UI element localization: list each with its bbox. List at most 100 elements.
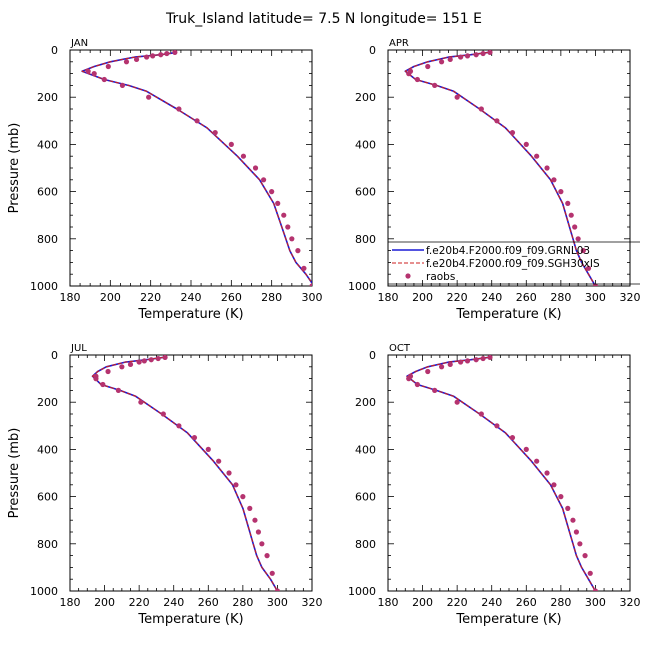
raobs-point (127, 361, 134, 368)
raobs-point (587, 570, 593, 576)
legend-swatch-dot (405, 273, 411, 279)
raobs-point (494, 118, 500, 124)
x-tick-label: 220 (129, 596, 150, 609)
raobs-point (146, 94, 152, 100)
raobs-point (252, 517, 258, 523)
raobs-point (573, 529, 580, 535)
y-tick-label: 600 (355, 491, 376, 504)
raobs-point (577, 541, 583, 547)
raobs-point (275, 200, 281, 206)
raobs-point (534, 153, 540, 159)
x-tick-label: 240 (481, 596, 502, 609)
raobs-point (164, 50, 170, 57)
raobs-point (91, 71, 97, 77)
x-axis-label: Temperature (K) (137, 307, 243, 322)
raobs-point (133, 56, 140, 63)
raobs-point (534, 458, 540, 464)
x-tick-label: 280 (261, 291, 282, 304)
series-line-sgh30xis (91, 356, 278, 591)
panel-jul: JUL 180 200 220 240 260 280 300 320 0 200 400 600 800… (7, 343, 323, 627)
x-tick-label: 260 (516, 596, 537, 609)
raobs-point (176, 106, 182, 112)
x-tick-label: 220 (140, 291, 161, 304)
raobs-point (447, 361, 453, 368)
panel-label: OCT (389, 343, 411, 354)
raobs-point (558, 189, 564, 195)
x-tick-label: 180 (378, 596, 399, 609)
raobs-points (406, 50, 599, 286)
y-tick-label: 200 (355, 396, 376, 409)
y-tick-label: 800 (355, 233, 376, 246)
raobs-point (150, 53, 156, 59)
raobs-point (406, 71, 412, 77)
raobs-point (162, 355, 168, 360)
raobs-point (176, 423, 182, 429)
raobs-point (240, 153, 247, 159)
raobs-point (480, 355, 486, 362)
raobs-point (487, 355, 493, 360)
x-tick-label: 200 (100, 291, 121, 304)
raobs-point (551, 482, 557, 488)
series-line-sgh30xis (404, 51, 596, 286)
raobs-point (523, 141, 529, 147)
y-tick-label: 400 (355, 138, 376, 151)
raobs-point (509, 130, 516, 136)
raobs-point (454, 94, 460, 100)
x-tick-label: 220 (447, 291, 468, 304)
raobs-point (252, 165, 259, 171)
plot-frame (387, 354, 631, 592)
x-tick-label: 320 (620, 596, 641, 609)
x-tick-label: 280 (232, 596, 253, 609)
y-tick-label: 1000 (30, 280, 58, 293)
raobs-point (191, 435, 198, 441)
raobs-point (281, 212, 287, 218)
x-axis-label: Temperature (K) (455, 612, 561, 627)
raobs-point (425, 368, 431, 375)
panel-apr: APR 180 200 220 240 260 280 300 320 0 200 400 600 800… (348, 38, 641, 322)
x-axis-label: Temperature (K) (137, 612, 243, 627)
y-tick-label: 800 (37, 233, 58, 246)
raobs-point (216, 458, 222, 464)
x-tick-label: 280 (550, 596, 571, 609)
plot-frame (69, 354, 313, 592)
raobs-point (585, 265, 592, 271)
figure-title: Truk_Island latitude= 7.5 N longitude= 1… (165, 11, 482, 27)
raobs-point (447, 56, 453, 63)
y-tick-label: 0 (369, 44, 376, 57)
x-tick-label: 180 (378, 291, 399, 304)
raobs-point (194, 118, 200, 124)
raobs-point (458, 54, 464, 60)
raobs-point (572, 224, 578, 230)
raobs-point (93, 376, 99, 382)
x-tick-label: 300 (585, 291, 606, 304)
raobs-point (255, 529, 262, 535)
raobs-points (93, 355, 281, 591)
raobs-point (414, 381, 420, 388)
raobs-point (568, 212, 574, 218)
y-axis-label: Pressure (mb) (7, 123, 22, 214)
y-tick-label: 800 (355, 538, 376, 551)
legend-label: raobs (426, 271, 455, 283)
x-tick-label: 260 (516, 291, 537, 304)
y-tick-label: 400 (37, 443, 58, 456)
x-tick-label: 180 (60, 596, 81, 609)
raobs-point (289, 236, 295, 242)
raobs-point (160, 411, 166, 417)
raobs-point (309, 283, 312, 286)
raobs-point (85, 68, 91, 74)
raobs-point (105, 63, 111, 70)
x-tick-label: 220 (447, 596, 468, 609)
raobs-point (136, 359, 142, 365)
panel-label: APR (389, 38, 409, 49)
x-tick-label: 240 (163, 596, 184, 609)
raobs-point (558, 494, 564, 500)
x-tick-label: 260 (198, 596, 219, 609)
x-tick-label: 200 (94, 596, 115, 609)
x-tick-label: 240 (481, 291, 502, 304)
x-tick-label: 280 (550, 291, 571, 304)
raobs-point (259, 541, 265, 547)
x-tick-label: 260 (221, 291, 242, 304)
raobs-point (144, 54, 150, 60)
raobs-point (478, 106, 484, 112)
